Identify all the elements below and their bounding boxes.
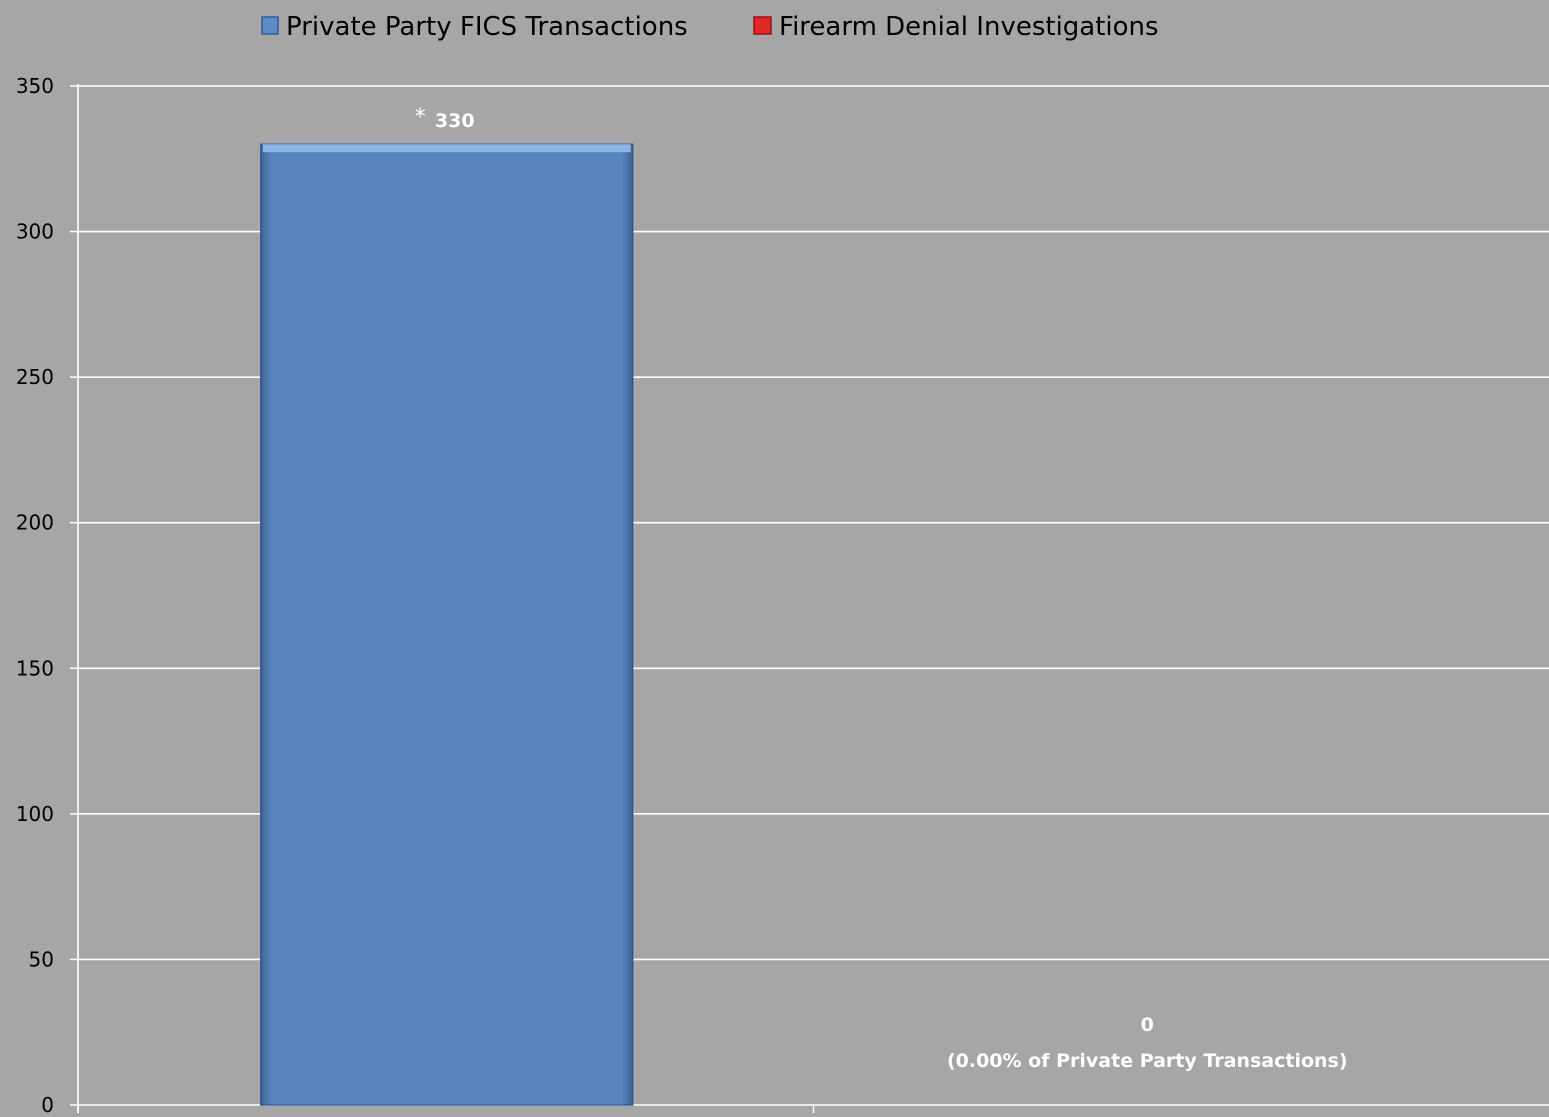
bars	[260, 143, 634, 1106]
data-label-private-party: 330	[435, 110, 475, 132]
y-tick-label: 200	[16, 511, 54, 535]
legend-swatch-red	[753, 16, 772, 35]
y-tick-label: 300	[16, 220, 54, 244]
data-labels: * 330 0 (0.00% of Private Party Transact…	[415, 105, 1348, 1072]
y-tick-label: 350	[16, 74, 54, 98]
y-tick-label: 50	[29, 947, 54, 971]
legend-swatch-blue	[261, 16, 279, 35]
legend-label-private-party: Private Party FICS Transactions	[286, 12, 688, 42]
y-axis-tick-labels: 0 50 100 150 200 250 300 350	[16, 74, 54, 1117]
legend-item-denial: Firearm Denial Investigations	[753, 12, 1159, 42]
y-tick-label: 150	[16, 656, 54, 680]
y-tick-label: 100	[16, 802, 54, 826]
legend-label-denial: Firearm Denial Investigations	[779, 12, 1159, 42]
bar-top-bevel	[262, 144, 631, 153]
legend-item-private-party: Private Party FICS Transactions	[261, 12, 688, 42]
bar-shading	[260, 144, 633, 1105]
data-label-asterisk: *	[415, 105, 426, 130]
legend: Private Party FICS Transactions Firearm …	[261, 12, 1159, 42]
data-label-denial: 0	[1141, 1014, 1154, 1036]
data-label-denial-percentage: (0.00% of Private Party Transactions)	[947, 1050, 1348, 1072]
y-tick-label: 250	[16, 365, 54, 389]
y-tick-label: 0	[41, 1093, 54, 1117]
